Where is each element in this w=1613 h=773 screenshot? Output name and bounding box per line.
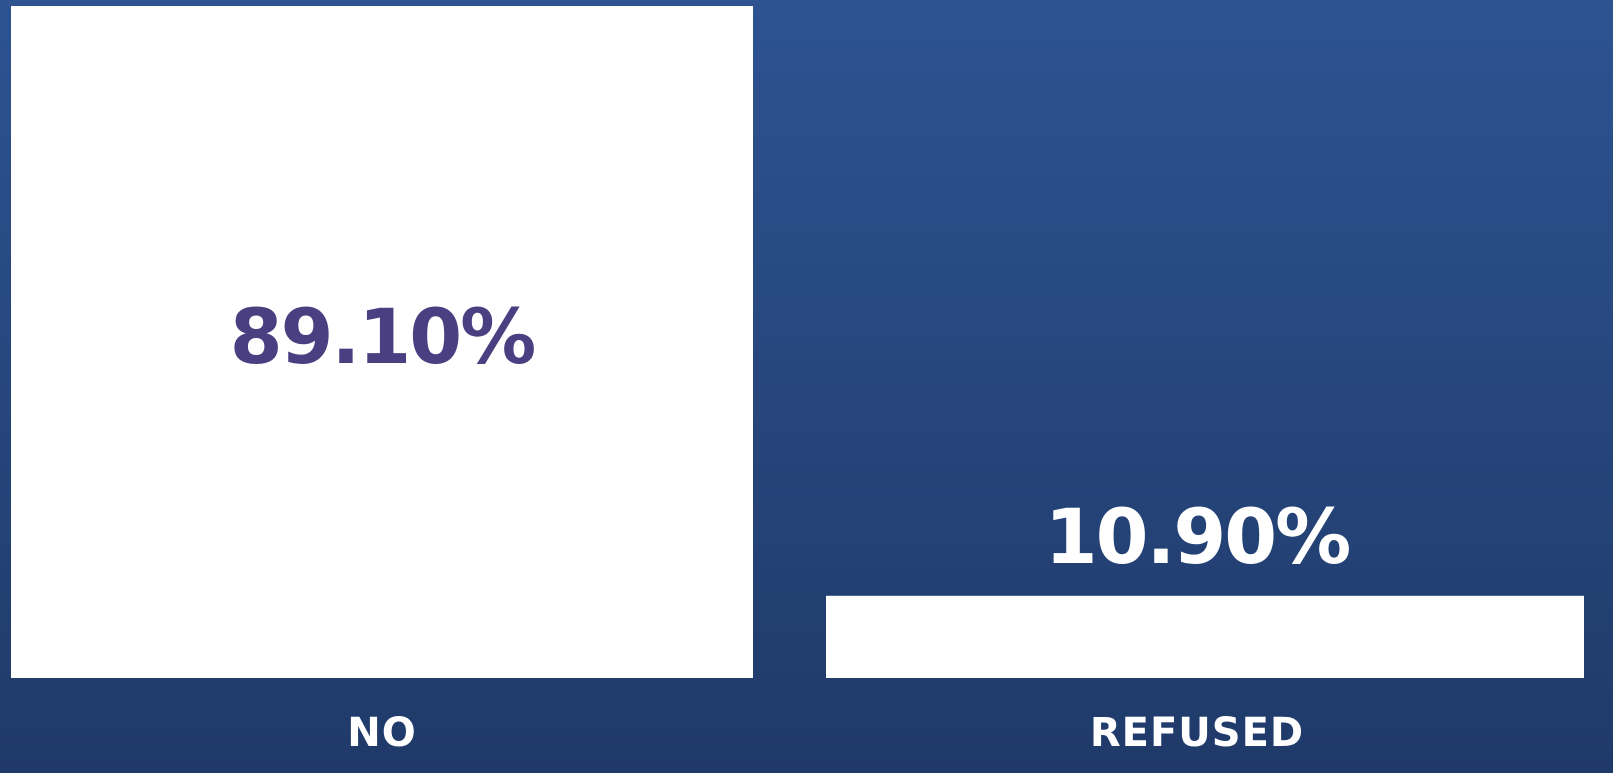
value-label: 10.90% bbox=[1045, 492, 1350, 581]
bar bbox=[826, 595, 1584, 678]
value-label: 89.10% bbox=[230, 292, 535, 381]
bar bbox=[11, 6, 753, 678]
x-tick-label: REFUSED bbox=[1090, 710, 1304, 756]
x-tick-label: NO bbox=[347, 710, 416, 756]
